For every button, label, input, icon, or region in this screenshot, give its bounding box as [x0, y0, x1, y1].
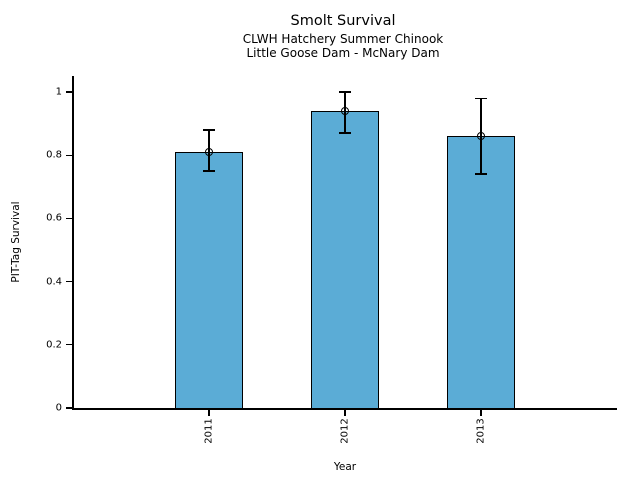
y-tick-mark	[66, 280, 72, 283]
error-bar-cap-top	[203, 129, 215, 131]
y-tick-label: 0	[55, 402, 62, 414]
x-tick-label: 2011	[203, 418, 215, 444]
y-tick-mark	[66, 154, 72, 156]
y-tick-mark	[66, 344, 72, 346]
y-tick-mark	[66, 91, 72, 93]
x-tick-label: 2013	[475, 418, 487, 444]
chart-subtitle-line2: Little Goose Dam - McNary Dam	[246, 46, 440, 60]
bar-2012	[311, 110, 379, 410]
y-axis-line	[72, 76, 74, 410]
y-tick-mark	[66, 407, 72, 409]
x-tick-label: 2012	[339, 418, 351, 444]
error-bar-cap-bottom	[339, 132, 351, 134]
x-tick-mark	[208, 409, 210, 416]
error-bar-cap-bottom	[475, 173, 487, 175]
bar-2011	[175, 152, 243, 410]
y-tick-label: 0.6	[46, 212, 62, 224]
y-tick-label: 1	[55, 86, 62, 98]
y-tick-mark	[66, 217, 72, 220]
mean-point-marker	[477, 132, 485, 141]
error-bar-cap-bottom	[203, 170, 215, 172]
mean-point-marker	[341, 106, 349, 115]
y-tick-label: 0.2	[46, 339, 62, 351]
y-tick-label: 0.8	[46, 149, 62, 161]
chart-title: Smolt Survival	[290, 13, 396, 29]
x-tick-mark	[480, 409, 482, 416]
mean-point-marker	[205, 148, 213, 157]
x-tick-mark	[344, 409, 346, 416]
x-axis-label: Year	[333, 461, 357, 473]
chart-subtitle-line1: CLWH Hatchery Summer Chinook	[242, 32, 444, 46]
y-tick-label: 0.4	[46, 276, 62, 288]
error-bar-cap-top	[339, 91, 351, 93]
bar-2013	[447, 136, 515, 410]
error-bar-cap-top	[475, 97, 487, 100]
